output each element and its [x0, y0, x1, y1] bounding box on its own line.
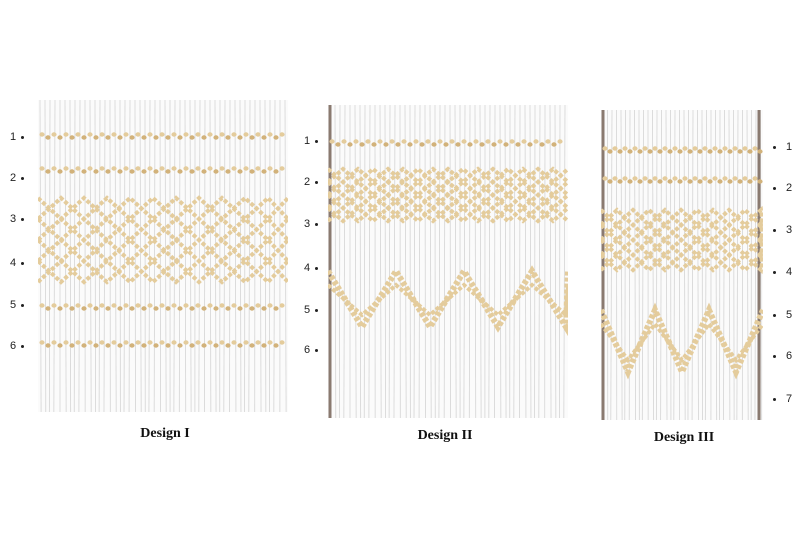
row-number: 6: [10, 340, 17, 352]
row-marker-dot: [21, 217, 25, 221]
design-1-smocking-image: [38, 100, 288, 412]
diamond-band-upper-d: [601, 222, 763, 245]
diamond-band-upper-d: [38, 216, 288, 243]
row-label-6: 6: [773, 350, 792, 362]
diamond-band-lower-a: [328, 192, 568, 211]
cable-row-2: [602, 176, 763, 184]
design-3-swatch: [601, 110, 763, 420]
row-number: 5: [304, 304, 311, 316]
pleat-lines: [329, 105, 566, 418]
row-marker-dot: [315, 222, 319, 226]
row-label-4: 4: [304, 262, 319, 274]
design-2-swatch: [328, 105, 568, 418]
row-label-6: 6: [304, 344, 319, 356]
design-2-caption: Design II: [417, 428, 473, 443]
row-label-1: 1: [304, 135, 319, 147]
row-marker-dot: [21, 303, 25, 307]
design-2-smocking-image: [328, 105, 568, 418]
row-marker-dot: [773, 145, 776, 149]
row-label-2: 2: [304, 176, 319, 188]
row-number: 6: [786, 350, 793, 362]
wave-row-outer: [601, 302, 763, 380]
cable-row-1: [329, 139, 563, 147]
row-marker-dot: [773, 270, 776, 274]
diamond-band-lower-c: [328, 205, 568, 224]
design-3-caption: Design III: [653, 430, 715, 445]
row-marker-dot: [315, 348, 319, 352]
row-marker-dot: [315, 266, 319, 270]
wave-row-inner: [328, 282, 568, 320]
row-marker-dot: [773, 354, 776, 358]
diamond-band-upper-b: [601, 207, 763, 230]
cable-row-6: [39, 340, 285, 348]
row-number: 2: [10, 172, 17, 184]
row-marker-dot: [21, 135, 25, 139]
row-label-5: 5: [773, 309, 792, 321]
cable-row-1: [39, 132, 285, 140]
row-number: 3: [10, 213, 17, 225]
row-marker-dot: [773, 397, 776, 401]
pleat-lines: [39, 100, 287, 412]
row-marker-dot: [773, 186, 776, 190]
row-label-1: 1: [773, 141, 792, 153]
row-marker-dot: [21, 344, 25, 348]
cable-row-1: [602, 146, 763, 154]
wave-row-outer: [328, 265, 568, 337]
row-number: 2: [304, 176, 311, 188]
design-1-swatch: [38, 100, 288, 412]
row-label-3: 3: [304, 218, 319, 230]
row-marker-dot: [773, 228, 776, 232]
row-number: 1: [304, 135, 311, 147]
row-label-5: 5: [10, 299, 25, 311]
row-label-4: 4: [10, 257, 25, 269]
design-3-smocking-image: [601, 110, 763, 420]
row-marker-dot: [21, 261, 25, 265]
row-marker-dot: [315, 139, 319, 143]
row-label-5: 5: [304, 304, 319, 316]
row-label-2: 2: [10, 172, 25, 184]
diamond-band-lower-d: [328, 205, 568, 224]
row-number: 4: [786, 266, 793, 278]
row-number: 6: [304, 344, 311, 356]
row-number: 3: [304, 218, 311, 230]
row-label-3: 3: [773, 224, 792, 236]
diamond-band-lower-b: [601, 237, 763, 260]
row-number: 5: [10, 299, 17, 311]
diamond-band-upper-b: [38, 195, 288, 222]
diamond-band-upper-a: [328, 166, 568, 185]
row-number: 4: [304, 262, 311, 274]
row-marker-dot: [773, 313, 776, 317]
row-label-4: 4: [773, 266, 792, 278]
diamond-band-lower-d: [38, 258, 288, 285]
cable-row-5: [39, 303, 285, 311]
row-number: 5: [786, 309, 793, 321]
row-label-7: 7: [773, 393, 792, 405]
row-number: 3: [786, 224, 793, 236]
wave-row-inner: [601, 320, 763, 364]
diamond-band-upper-c: [328, 179, 568, 198]
design-1-caption: Design I: [140, 426, 190, 441]
row-marker-dot: [315, 308, 319, 312]
row-number: 7: [786, 393, 793, 405]
row-label-6: 6: [10, 340, 25, 352]
row-number: 4: [10, 257, 17, 269]
cable-row-2: [39, 166, 285, 174]
row-marker-dot: [315, 180, 319, 184]
row-number: 1: [786, 141, 793, 153]
row-label-3: 3: [10, 213, 25, 225]
row-label-2: 2: [773, 182, 792, 194]
row-label-1: 1: [10, 131, 25, 143]
row-number: 1: [10, 131, 17, 143]
diamond-band-lower-b: [38, 237, 288, 264]
row-marker-dot: [21, 176, 25, 180]
diamond-band-lower-d: [601, 252, 763, 275]
row-number: 2: [786, 182, 793, 194]
